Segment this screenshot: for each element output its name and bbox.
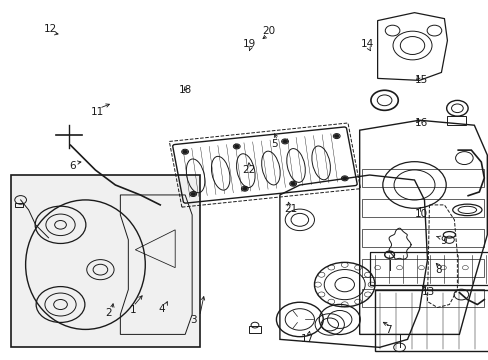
- Text: 19: 19: [242, 40, 256, 49]
- Circle shape: [334, 134, 339, 138]
- Text: 21: 21: [284, 204, 297, 215]
- Text: 17: 17: [301, 333, 314, 343]
- Text: 20: 20: [262, 26, 275, 36]
- Circle shape: [242, 187, 247, 190]
- Text: 18: 18: [178, 85, 191, 95]
- Circle shape: [190, 192, 195, 196]
- Text: 12: 12: [44, 24, 57, 35]
- Bar: [361, 229, 483, 247]
- Circle shape: [342, 176, 346, 180]
- Bar: [15, 203, 23, 207]
- Text: 9: 9: [439, 236, 446, 246]
- Text: 11: 11: [90, 107, 103, 117]
- Bar: [361, 289, 483, 306]
- Text: 16: 16: [413, 118, 427, 128]
- Circle shape: [183, 150, 187, 154]
- Bar: [11, 175, 200, 347]
- Bar: [447, 116, 465, 125]
- Text: 13: 13: [421, 287, 434, 297]
- Text: 7: 7: [384, 325, 391, 335]
- Text: 8: 8: [434, 265, 441, 275]
- Bar: [361, 169, 483, 187]
- Text: 15: 15: [413, 75, 427, 85]
- Text: 5: 5: [271, 139, 278, 149]
- Text: 14: 14: [360, 40, 373, 49]
- Circle shape: [282, 140, 287, 143]
- Text: 2: 2: [105, 309, 112, 318]
- Circle shape: [290, 182, 295, 185]
- Text: 3: 3: [190, 315, 196, 325]
- Text: 1: 1: [130, 305, 136, 315]
- Bar: [248, 326, 260, 333]
- Bar: [361, 259, 483, 276]
- Circle shape: [234, 145, 239, 148]
- Text: 6: 6: [69, 161, 76, 171]
- Text: 4: 4: [158, 304, 164, 314]
- Text: 22: 22: [241, 165, 255, 175]
- Bar: [169, 123, 360, 207]
- Bar: [361, 199, 483, 217]
- Text: 10: 10: [414, 209, 427, 219]
